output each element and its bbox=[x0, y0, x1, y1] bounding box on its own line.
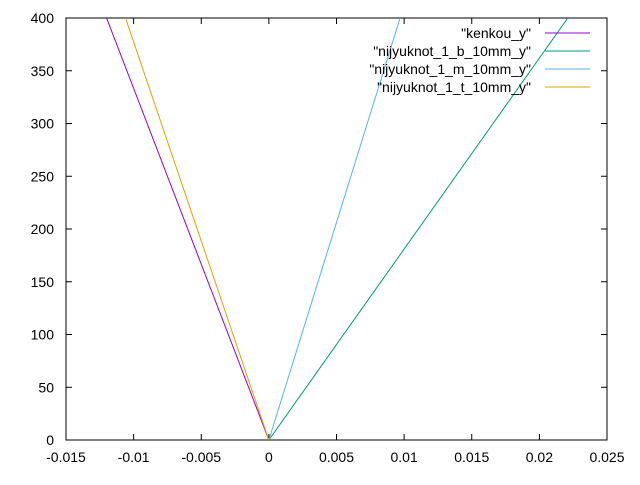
legend-label: "nijyuknot_1_b_10mm_y" bbox=[373, 43, 531, 59]
x-tick-label: 0.015 bbox=[454, 449, 489, 465]
series-line-3 bbox=[268, 18, 401, 440]
axes: -0.015 -0.01 -0.005 0 0.005 0.01 0.015 0.02 0.02… bbox=[31, 10, 625, 465]
x-tick-label: 0 bbox=[265, 449, 273, 465]
legend-label: "nijyuknot_1_t_10mm_y" bbox=[377, 79, 531, 95]
x-tick-label: 0.01 bbox=[391, 449, 418, 465]
x-tick-label: -0.015 bbox=[46, 449, 86, 465]
y-tick-label: 350 bbox=[31, 63, 55, 79]
series-line-4 bbox=[125, 18, 270, 440]
y-tick-label: 50 bbox=[38, 379, 54, 395]
y-tick-label: 0 bbox=[46, 432, 54, 448]
y-tick-label: 200 bbox=[31, 221, 55, 237]
y-tick-label: 100 bbox=[31, 327, 55, 343]
y-tick-label: 300 bbox=[31, 116, 55, 132]
series-lines bbox=[106, 18, 569, 440]
y-tick-label: 400 bbox=[31, 10, 55, 26]
y-tick-label: 150 bbox=[31, 274, 55, 290]
x-tick-label: 0.005 bbox=[319, 449, 354, 465]
x-tick-label: -0.01 bbox=[118, 449, 150, 465]
series-line-1 bbox=[106, 18, 270, 440]
legend: "kenkou_y" "nijyuknot_1_b_10mm_y" "nijyukn… bbox=[369, 25, 590, 95]
y-tick-label: 250 bbox=[31, 168, 55, 184]
legend-label: "kenkou_y" bbox=[461, 25, 531, 41]
x-tick-label: 0.02 bbox=[526, 449, 553, 465]
x-tick-label: -0.005 bbox=[181, 449, 221, 465]
legend-label: "nijyuknot_1_m_10mm_y" bbox=[369, 61, 531, 77]
x-tick-label: 0.025 bbox=[589, 449, 624, 465]
series-line-2 bbox=[268, 18, 569, 440]
